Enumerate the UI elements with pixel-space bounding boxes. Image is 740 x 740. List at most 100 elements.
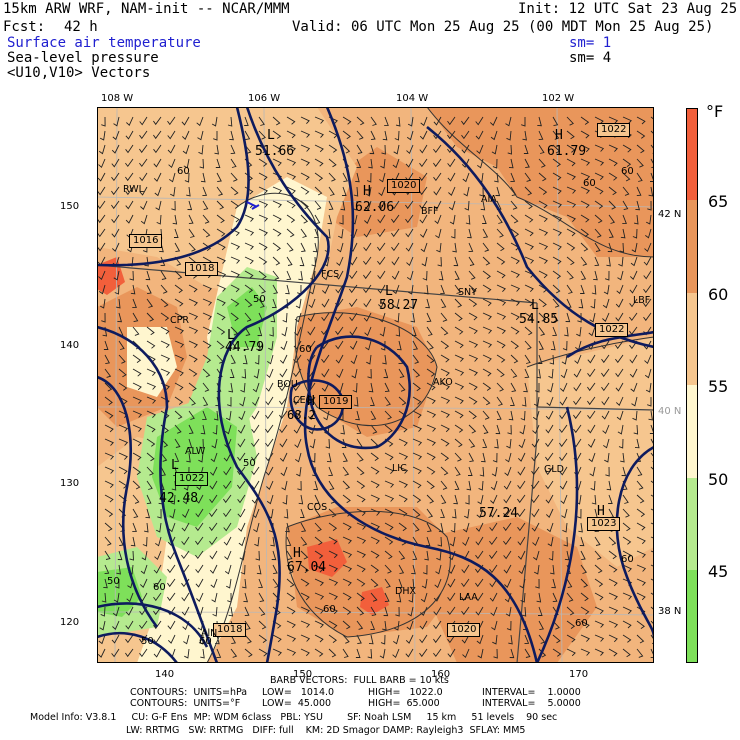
wind-barb bbox=[139, 130, 148, 140]
wind-barb bbox=[538, 256, 548, 264]
wind-barb bbox=[266, 480, 274, 490]
wind-barb bbox=[454, 466, 461, 476]
wind-barb bbox=[252, 396, 260, 406]
wind-barb bbox=[461, 578, 470, 588]
wind-barb bbox=[384, 480, 395, 488]
wind-barb bbox=[552, 130, 560, 140]
wind-barb bbox=[356, 424, 362, 435]
wind-barb bbox=[244, 648, 253, 658]
wind-barb bbox=[450, 522, 456, 533]
wind-barb bbox=[125, 648, 134, 658]
wind-barb bbox=[366, 354, 372, 365]
wind-barb bbox=[167, 634, 176, 644]
wind-barb bbox=[271, 550, 277, 561]
wind-barb bbox=[510, 256, 520, 265]
wind-barb bbox=[379, 648, 386, 659]
wind-barb bbox=[608, 536, 617, 546]
wind-barb bbox=[209, 508, 218, 518]
wind-barb bbox=[132, 354, 142, 363]
wind-barb bbox=[559, 396, 568, 406]
wind-barb bbox=[552, 312, 559, 323]
wind-barb bbox=[156, 214, 162, 225]
wind-barb bbox=[199, 438, 204, 449]
wind-barb bbox=[608, 200, 617, 210]
wind-barb bbox=[139, 648, 148, 658]
temp-contour-label: 60 bbox=[199, 636, 212, 647]
wind-barb bbox=[538, 312, 547, 322]
wind-barb bbox=[111, 172, 120, 182]
wind-barb bbox=[363, 228, 372, 238]
wind-barb bbox=[510, 354, 519, 364]
wind-barb bbox=[538, 326, 546, 336]
wind-barb bbox=[479, 466, 485, 477]
wind-barb bbox=[394, 130, 400, 141]
wind-barb bbox=[98, 284, 106, 295]
wind-barb bbox=[490, 606, 498, 617]
wind-barb bbox=[594, 144, 605, 152]
wind-barb bbox=[588, 326, 596, 337]
wind-barb bbox=[475, 536, 484, 546]
wind-barb bbox=[223, 508, 232, 518]
wind-barb bbox=[391, 228, 400, 238]
wind-barb bbox=[258, 578, 263, 589]
wind-barb bbox=[363, 270, 372, 280]
wind-barb bbox=[412, 340, 418, 351]
wind-barb bbox=[300, 592, 310, 601]
wind-barb bbox=[615, 382, 624, 392]
wind-barb bbox=[298, 270, 303, 281]
wind-barb bbox=[132, 312, 139, 323]
wind-barb bbox=[491, 144, 498, 155]
wind-barb bbox=[573, 382, 582, 392]
wind-barb bbox=[482, 242, 490, 252]
wind-barb bbox=[377, 200, 386, 210]
wind-barb bbox=[139, 116, 148, 126]
wind-barb bbox=[146, 410, 156, 419]
isobar-label: 1018 bbox=[213, 623, 247, 637]
wind-barb bbox=[604, 270, 610, 281]
wind-barb bbox=[615, 298, 624, 308]
wind-barb bbox=[468, 466, 473, 476]
model-title: 15km ARW WRF, NAM-init -- NCAR/MMM bbox=[3, 1, 290, 17]
wind-barb bbox=[384, 494, 395, 502]
wind-barb bbox=[552, 270, 562, 279]
wind-barb bbox=[244, 214, 254, 222]
wind-barb bbox=[125, 172, 134, 182]
wind-barb bbox=[100, 606, 106, 617]
wind-barb bbox=[602, 424, 610, 435]
wind-barb bbox=[336, 368, 344, 379]
wind-barb bbox=[216, 214, 225, 224]
wind-barb bbox=[104, 354, 110, 365]
wind-barb bbox=[607, 242, 613, 253]
wind-barb bbox=[267, 354, 274, 365]
wind-barb bbox=[365, 186, 372, 197]
wind-barb bbox=[384, 410, 392, 420]
wind-barb bbox=[425, 536, 431, 547]
wind-barb bbox=[426, 410, 437, 418]
wind-barb bbox=[622, 494, 629, 504]
wind-barb bbox=[482, 214, 487, 224]
wind-barb bbox=[477, 648, 484, 659]
wind-barb bbox=[447, 606, 456, 616]
wind-barb bbox=[132, 522, 137, 533]
wind-barb bbox=[421, 256, 428, 267]
wind-barb bbox=[615, 396, 624, 406]
wind-barb bbox=[419, 144, 428, 154]
wind-barb bbox=[230, 648, 238, 658]
wind-barb bbox=[492, 634, 498, 645]
wind-barb bbox=[636, 620, 645, 629]
wind-barb bbox=[342, 522, 352, 531]
temperature-contours bbox=[206, 107, 654, 663]
wind-barb bbox=[286, 228, 295, 238]
wind-barb bbox=[468, 382, 478, 391]
wind-barb bbox=[160, 354, 171, 362]
wind-barb bbox=[146, 298, 154, 308]
wind-barb bbox=[171, 200, 176, 211]
temp-contour-label: 60 bbox=[153, 582, 166, 593]
wind-barb bbox=[589, 312, 596, 323]
wind-barb bbox=[286, 620, 296, 629]
high-value: 61.79 bbox=[547, 144, 587, 159]
high-value: 67.04 bbox=[287, 560, 327, 575]
wind-barb bbox=[314, 144, 324, 153]
wind-barb bbox=[440, 354, 450, 363]
isobars bbox=[97, 107, 654, 663]
